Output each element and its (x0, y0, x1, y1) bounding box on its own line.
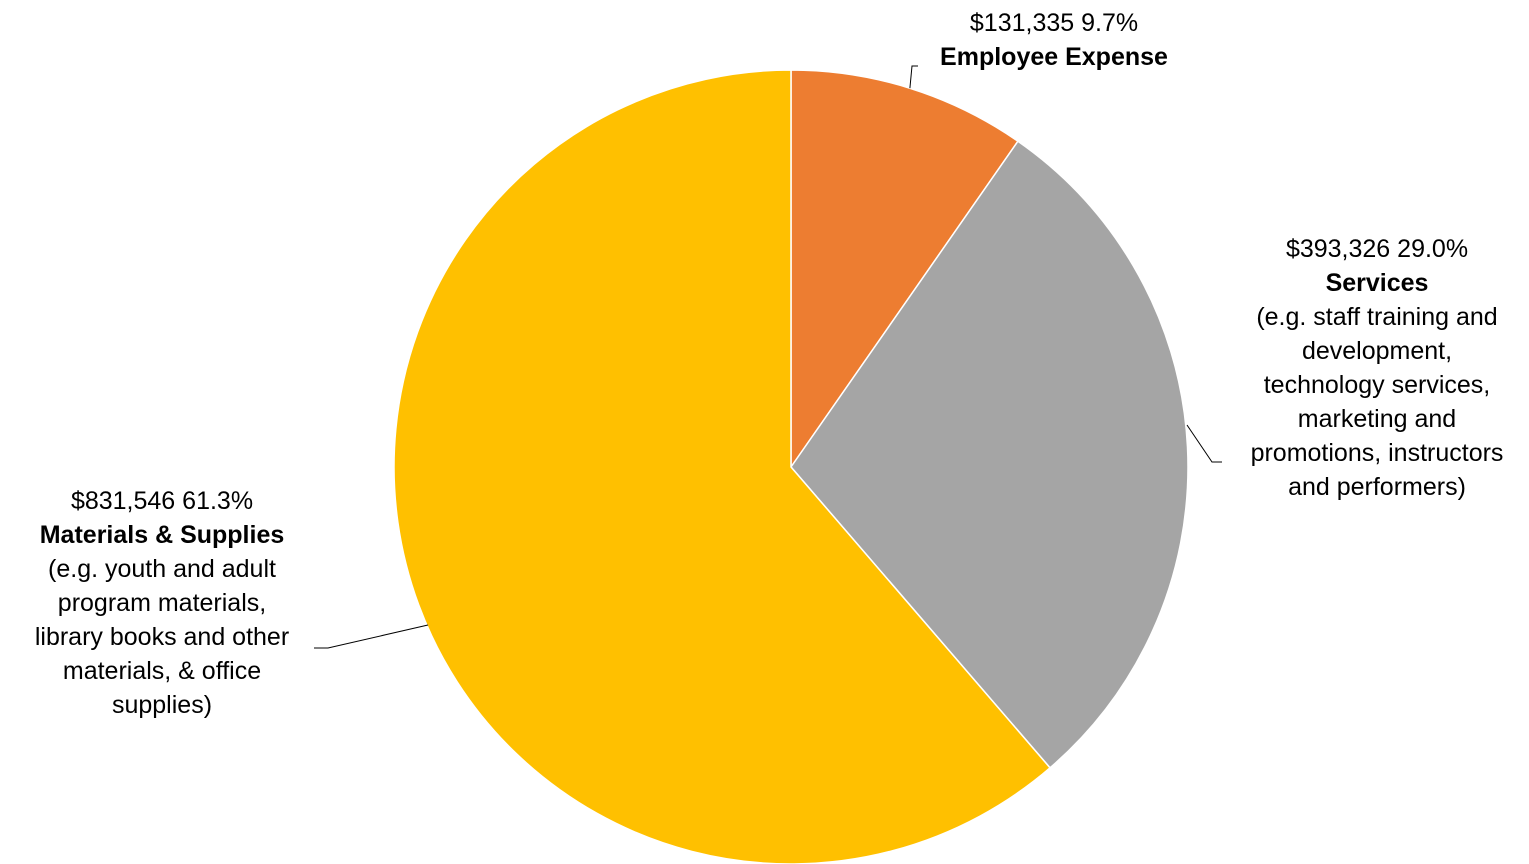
slice-amount: $831,546 (70, 487, 176, 515)
slice-description-line: (e.g. staff training and (1256, 303, 1498, 331)
slice-category: Employee Expense (940, 43, 1168, 71)
slice-amount: $393,326 (1285, 235, 1391, 263)
slice-amount: $131,335 (969, 9, 1075, 37)
leader-line-services (1186, 424, 1222, 463)
slice-description-line: promotions, instructors (1250, 439, 1504, 467)
data-label-value: $131,335 9.7% (904, 6, 1204, 40)
slice-percent: 61.3% (182, 487, 254, 515)
slice-description-line: development, (1301, 337, 1453, 365)
slice-description-line: supplies) (111, 691, 213, 719)
slice-description-line: marketing and (1297, 405, 1457, 433)
pie-slice-services (790, 140, 1189, 769)
slice-label-employee-expense: $131,335 9.7% Employee Expense (904, 6, 1204, 74)
data-label-value: $393,326 29.0% (1222, 232, 1529, 266)
slice-label-materials-supplies: $831,546 61.3% Materials & Supplies (e.g… (2, 484, 322, 722)
slice-description-line: library books and other (34, 623, 290, 651)
pie-slice-materials-supplies (393, 69, 1052, 864)
slice-percent: 9.7% (1081, 9, 1139, 37)
data-label-value: $831,546 61.3% (2, 484, 322, 518)
slice-category: Materials & Supplies (39, 521, 285, 549)
leader-line-materials-supplies (314, 624, 429, 649)
slice-description-line: program materials, (57, 589, 267, 617)
slice-description-line: and performers) (1288, 473, 1466, 501)
slice-description-line: (e.g. youth and adult (48, 555, 276, 583)
slice-percent: 29.0% (1397, 235, 1469, 263)
slice-category: Services (1325, 269, 1429, 297)
slice-label-services: $393,326 29.0% Services (e.g. staff trai… (1222, 232, 1529, 504)
slice-description-line: materials, & office (62, 657, 262, 685)
leader-line-employee-expense (909, 65, 918, 89)
pie-slice-employee-expense (790, 69, 1019, 470)
slice-description-line: technology services, (1263, 371, 1491, 399)
